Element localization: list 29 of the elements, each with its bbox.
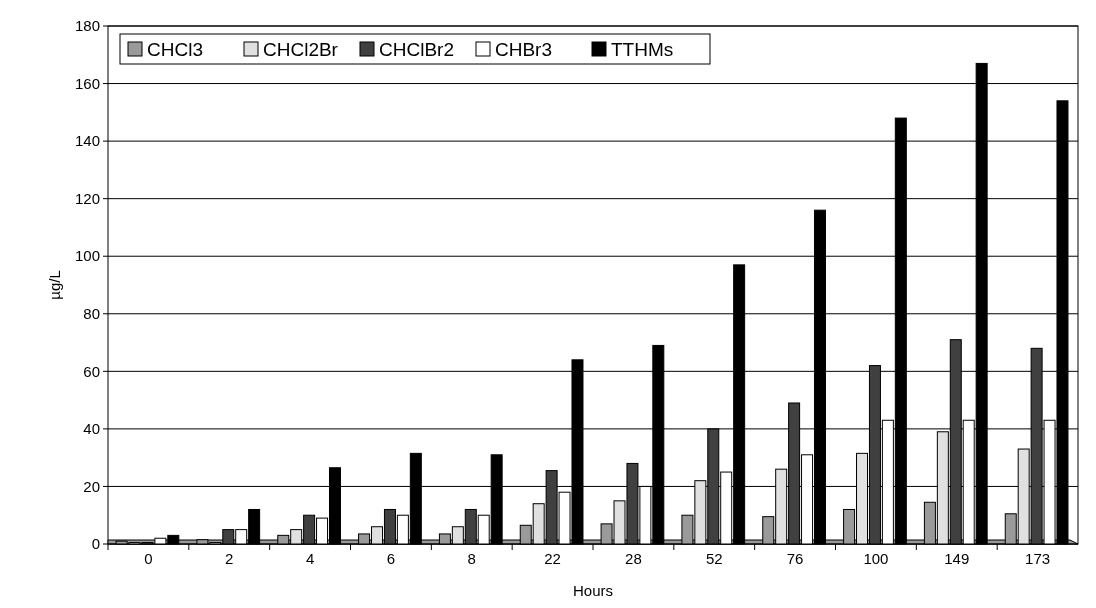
x-tick-label: 100 bbox=[863, 550, 889, 567]
y-tick-label: 180 bbox=[74, 17, 100, 35]
y-tick-label: 120 bbox=[74, 189, 100, 207]
x-tick-label: 6 bbox=[386, 550, 396, 567]
y-tick-label: 100 bbox=[74, 247, 100, 265]
legend-label: CHCl3 bbox=[147, 38, 203, 60]
legend-label: CHClBr2 bbox=[379, 38, 454, 60]
x-axis-title: Hours bbox=[572, 582, 614, 599]
y-tick-label: 0 bbox=[91, 535, 100, 553]
y-axis-title: µg/L bbox=[46, 270, 63, 300]
x-tick-label: 0 bbox=[144, 550, 153, 567]
legend-label: CHBr3 bbox=[495, 38, 553, 60]
x-tick-label: 4 bbox=[305, 550, 315, 567]
x-tick-label: 8 bbox=[467, 550, 476, 567]
y-tick-label: 20 bbox=[83, 477, 100, 495]
x-tick-label: 2 bbox=[225, 550, 234, 567]
y-tick-label: 140 bbox=[74, 132, 100, 150]
x-tick-label: 28 bbox=[625, 550, 642, 567]
y-tick-label: 80 bbox=[83, 305, 100, 323]
legend-label: CHCl2Br bbox=[263, 38, 339, 60]
x-tick-label: 52 bbox=[705, 550, 723, 567]
x-tick-label: 22 bbox=[544, 550, 561, 567]
y-tick-label: 60 bbox=[83, 362, 100, 380]
y-tick-label: 40 bbox=[83, 420, 100, 438]
x-tick-label: 173 bbox=[1025, 550, 1051, 567]
y-tick-label: 160 bbox=[74, 74, 100, 92]
legend-label: TTHMs bbox=[611, 38, 674, 60]
x-tick-label: 76 bbox=[786, 550, 804, 567]
x-tick-label: 149 bbox=[944, 550, 970, 567]
